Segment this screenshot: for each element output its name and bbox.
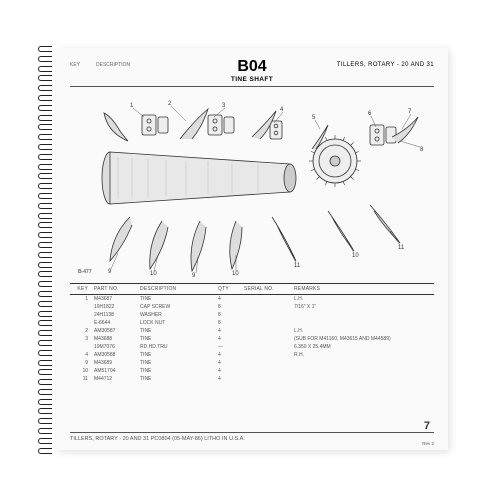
tine-shaft-svg: 123 456 78 9109 101110 11 [70,93,434,279]
category-title: TILLERS, ROTARY - 20 AND 31 [337,62,434,68]
col-qty: QTY [218,286,244,292]
svg-text:9: 9 [108,269,112,275]
table-header: KEY PART NO. DESCRIPTION QTY SERIAL NO. … [70,283,434,295]
section-code: B04 [237,58,266,76]
key-label: KEY [70,62,80,68]
table-row: 1M43687TINE4L.H. [70,295,434,303]
table-row: 3M43688TINE4(SUB FOR M41160, M43615 AND … [70,335,434,343]
col-serial: SERIAL NO. [244,286,294,292]
assembly-subtitle: TINE SHAFT [231,76,273,83]
table-row: 19M7076RD.HD.TRU—6.350 X 25.4MM [70,343,434,351]
svg-text:8: 8 [420,147,424,153]
spiral-binding [38,46,52,454]
svg-text:3: 3 [222,103,226,109]
table-row: E-6644LOCK NUT8 [70,319,434,327]
svg-text:10: 10 [352,253,359,259]
svg-text:11: 11 [398,245,405,251]
svg-text:6: 6 [368,111,372,117]
parts-table: KEY PART NO. DESCRIPTION QTY SERIAL NO. … [70,283,434,383]
footer-text: TILLERS, ROTARY - 20 AND 31 PC0804 (05-M… [70,436,245,442]
svg-text:2: 2 [168,101,172,107]
col-key: KEY [70,286,94,292]
svg-text:10: 10 [232,271,239,277]
svg-text:4: 4 [280,107,284,113]
col-remarks: REMARKS [294,286,434,292]
page-footer: TILLERS, ROTARY - 20 AND 31 PC0804 (05-M… [70,432,434,442]
svg-text:10: 10 [150,271,157,277]
desc-prefix: DESCRIPTION [96,62,130,68]
svg-text:11: 11 [294,263,301,269]
table-row: 4AM30588TINE4R.H. [70,351,434,359]
exploded-diagram: 123 456 78 9109 101110 11 [70,93,434,279]
table-row: 10AM51704TINE4 [70,367,434,375]
table-row: 2AM30587TINE4L.H. [70,327,434,335]
catalog-page: KEY DESCRIPTION B04 TILLERS, ROTARY - 20… [56,48,448,450]
table-row: 19H1822CAP SCREW87/16" X 1" [70,303,434,311]
table-body: 1M43687TINE4L.H.19H1822CAP SCREW87/16" X… [70,295,434,383]
col-desc: DESCRIPTION [140,286,218,292]
footer-rev: Rev 2 [422,441,434,446]
table-row: 9M43689TINE4 [70,359,434,367]
svg-text:5: 5 [312,115,316,121]
table-row: 11M44712TINE4 [70,375,434,383]
svg-text:7: 7 [408,109,412,115]
table-row: 24H1138WASHER8 [70,311,434,319]
diagram-ref: B-477 [78,269,92,275]
page-number: 7 [424,420,430,432]
page-header: KEY DESCRIPTION B04 TILLERS, ROTARY - 20… [70,56,434,87]
col-part: PART NO. [94,286,140,292]
svg-text:9: 9 [192,273,196,279]
